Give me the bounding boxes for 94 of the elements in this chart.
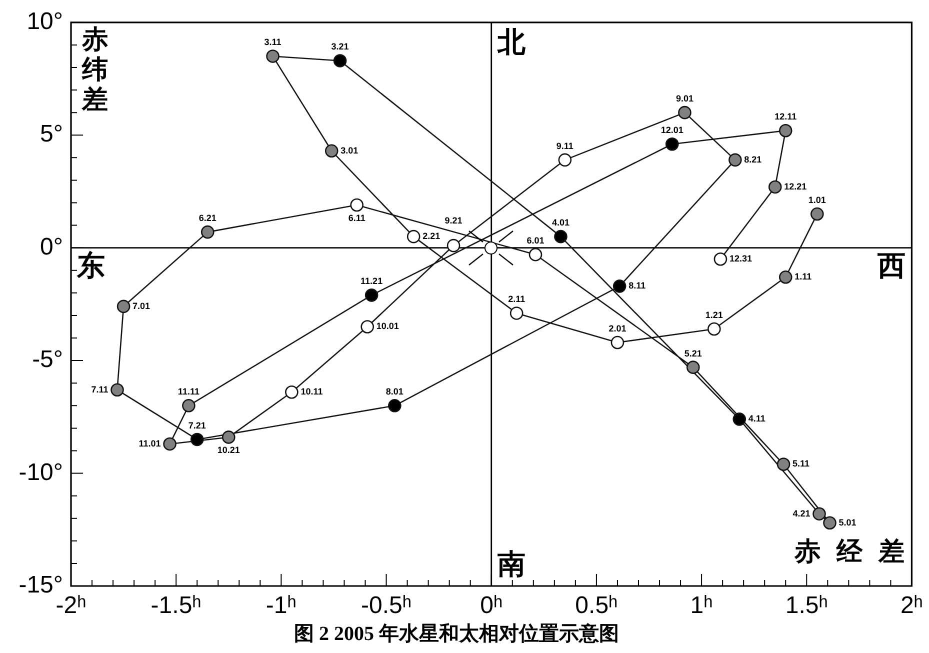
point bbox=[190, 432, 204, 446]
y-tick-label: 10° bbox=[26, 8, 63, 36]
x-tick-label: 1ʰ bbox=[690, 592, 713, 620]
annotation: 6.01 bbox=[526, 236, 544, 246]
point bbox=[610, 336, 624, 350]
point bbox=[776, 458, 790, 471]
annotation: 3.21 bbox=[331, 42, 349, 52]
point bbox=[678, 106, 692, 120]
annotation: 4.11 bbox=[748, 414, 766, 424]
point bbox=[778, 124, 792, 138]
point bbox=[612, 280, 626, 293]
annotation: 1.21 bbox=[705, 310, 723, 320]
x-tick-label: -1ʰ bbox=[266, 592, 296, 620]
annotation: 11.11 bbox=[178, 386, 200, 397]
annotation: 12.21 bbox=[784, 181, 807, 192]
annotation: 3.11 bbox=[264, 37, 282, 48]
annotation: 6.11 bbox=[348, 212, 366, 223]
point bbox=[222, 430, 236, 444]
point bbox=[554, 230, 568, 244]
y-tick-label: 5° bbox=[40, 120, 63, 148]
point bbox=[364, 288, 378, 302]
annotation: 12.01 bbox=[660, 125, 684, 136]
annotation: 西 bbox=[876, 249, 906, 282]
annotation: 8.21 bbox=[744, 154, 762, 164]
x-tick-label: 1.5ʰ bbox=[785, 592, 828, 620]
point bbox=[665, 137, 679, 151]
point bbox=[266, 50, 280, 63]
point bbox=[732, 412, 746, 426]
point bbox=[558, 153, 572, 167]
x-tick-label: 0ʰ bbox=[480, 592, 503, 620]
point bbox=[182, 399, 196, 412]
x-tick-label: -0.5ʰ bbox=[360, 592, 412, 620]
point bbox=[110, 383, 124, 397]
ref-line-label: 东 bbox=[76, 249, 105, 282]
annotation: 11.01 bbox=[138, 438, 161, 448]
x-tick-label: 0.5ʰ bbox=[575, 592, 618, 620]
point bbox=[116, 300, 130, 314]
annotation: 5.01 bbox=[838, 517, 856, 528]
point bbox=[163, 437, 176, 451]
point bbox=[360, 320, 374, 334]
point bbox=[333, 54, 347, 68]
annotation: 10.11 bbox=[300, 386, 323, 397]
annotation: 2.11 bbox=[508, 294, 526, 304]
annotation: 2.01 bbox=[608, 324, 626, 334]
annotation: 7.21 bbox=[188, 420, 206, 430]
annotation: 6.21 bbox=[198, 213, 216, 224]
point bbox=[728, 153, 742, 167]
annotation: 1.01 bbox=[808, 195, 826, 206]
annotation: 4.21 bbox=[792, 508, 810, 518]
y-tick-label: -10° bbox=[18, 458, 63, 486]
point bbox=[810, 207, 824, 221]
annotation: 9.11 bbox=[556, 140, 574, 151]
y-axis-title: 赤纬差 bbox=[81, 25, 108, 116]
annotation: 11.21 bbox=[360, 276, 383, 286]
point bbox=[350, 198, 364, 212]
point bbox=[812, 507, 826, 521]
point bbox=[823, 516, 836, 530]
point bbox=[285, 385, 298, 399]
annotation: 7.11 bbox=[91, 384, 108, 394]
annotation: 9.01 bbox=[676, 94, 694, 104]
point bbox=[406, 230, 420, 244]
point bbox=[446, 238, 460, 252]
text: 图 2 2005 年水星和太相对位置示意图 bbox=[294, 622, 619, 646]
point bbox=[708, 322, 721, 336]
point bbox=[768, 180, 782, 194]
point bbox=[686, 360, 700, 374]
annotation: 12.31 bbox=[729, 254, 752, 264]
x-tick-label: -1.5ʰ bbox=[150, 592, 202, 620]
x-axis-title: 赤经差 bbox=[794, 536, 905, 567]
annotation: 8.11 bbox=[628, 280, 646, 291]
annotation: 10.01 bbox=[376, 321, 399, 332]
annotation: 5.21 bbox=[684, 348, 702, 358]
annotation: 10.21 bbox=[217, 445, 240, 456]
annotation: 7.01 bbox=[132, 300, 150, 311]
y-tick-label: -5° bbox=[32, 346, 63, 374]
point bbox=[324, 144, 338, 158]
y-tick-label: 0° bbox=[40, 233, 63, 260]
annotation: 南 bbox=[496, 547, 526, 580]
annotation: 3.01 bbox=[340, 145, 358, 156]
point bbox=[714, 252, 728, 266]
point bbox=[200, 225, 214, 239]
ref-line-label: 北 bbox=[496, 26, 526, 59]
annotation: 5.11 bbox=[792, 458, 810, 469]
x-tick-label: 2ʰ bbox=[900, 592, 923, 620]
annotation: 12.11 bbox=[774, 112, 797, 122]
annotation: 1.11 bbox=[794, 272, 812, 282]
annotation: 4.01 bbox=[552, 218, 570, 228]
annotation: 8.01 bbox=[386, 386, 404, 397]
point bbox=[528, 248, 542, 262]
point bbox=[778, 270, 792, 284]
annotation: 2.21 bbox=[422, 231, 440, 242]
annotation: 9.21 bbox=[444, 216, 462, 226]
point bbox=[510, 306, 524, 320]
point bbox=[388, 399, 402, 412]
